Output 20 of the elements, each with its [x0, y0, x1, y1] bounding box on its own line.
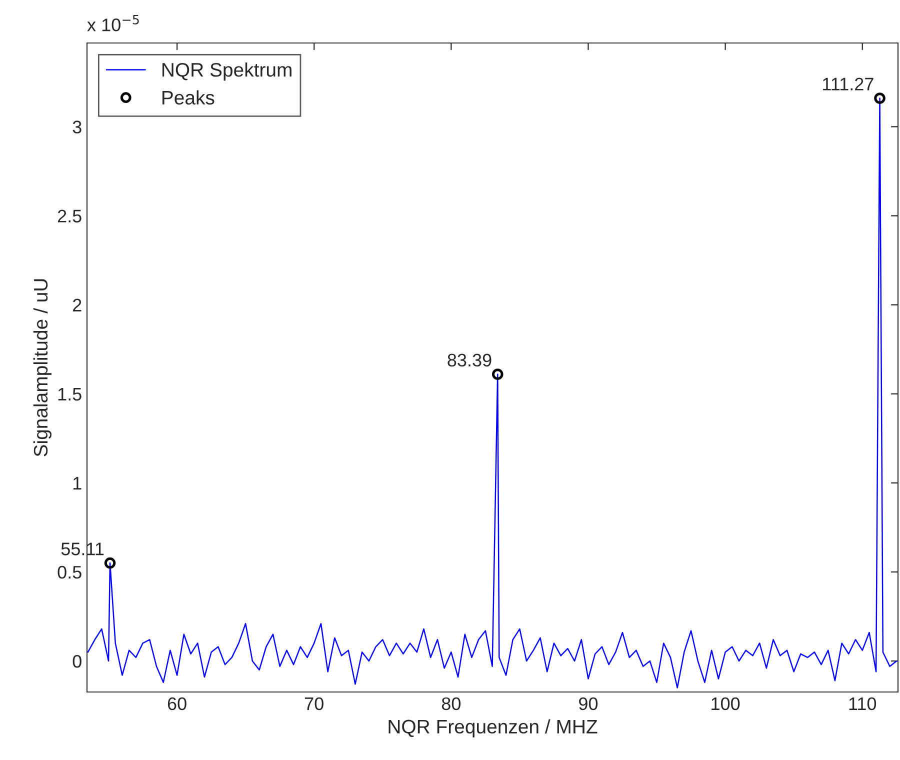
annotation: 83.39	[448, 354, 492, 367]
x-axis-title: NQR Frequenzen / MHZ	[388, 719, 598, 738]
text: x 10$^{−5}$	[87, 15, 139, 32]
x-tick-label: 90	[579, 697, 598, 710]
y-axis-title: Signalamplitude / uU	[33, 279, 52, 456]
x-tick-label: 70	[305, 697, 324, 710]
legend-label: NQR Spektrum	[162, 62, 292, 81]
y-tick-label: 1	[73, 477, 82, 490]
y-tick-label: 0	[72, 654, 82, 668]
x-tick-label: 80	[442, 697, 461, 710]
x-tick-label: 60	[168, 697, 186, 710]
y-tick-label: 2	[73, 298, 82, 312]
legend-label: Peaks	[162, 90, 214, 105]
annotation: 111.27	[823, 78, 874, 90]
y-tick-label: 0.5	[58, 566, 82, 579]
x-tick-label: 100	[712, 697, 740, 710]
y-tick-label: 3	[72, 120, 82, 134]
y-tick-label: 1.5	[58, 388, 82, 401]
y-tick-label: 2.5	[58, 210, 82, 222]
x-tick-label: 110	[849, 697, 876, 710]
